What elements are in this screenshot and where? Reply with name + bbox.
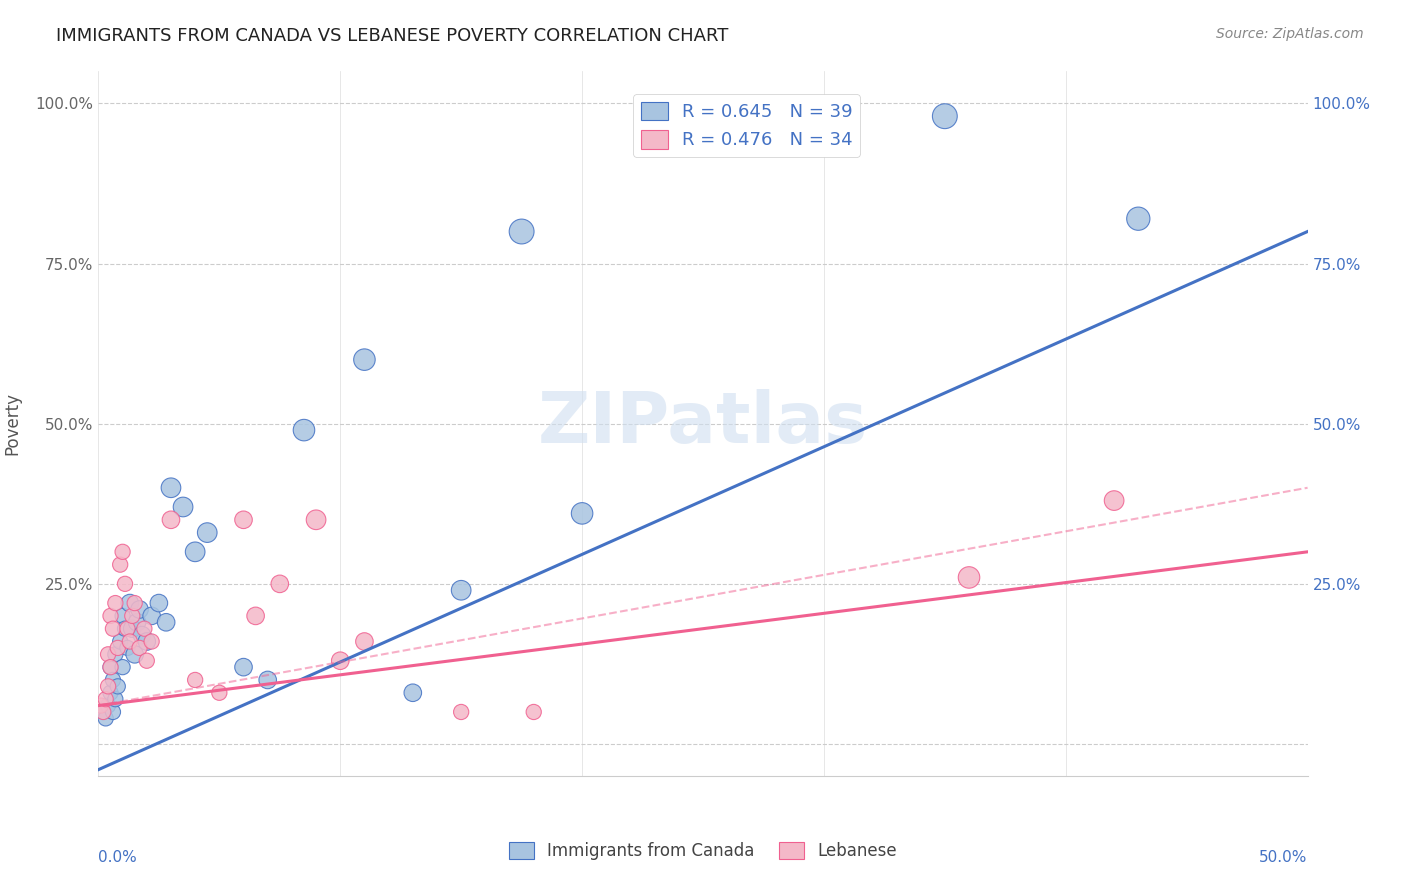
Point — [155, 615, 177, 630]
Point — [450, 583, 472, 598]
Point — [114, 622, 136, 636]
Point — [118, 634, 141, 648]
Point — [104, 596, 127, 610]
Point — [208, 686, 231, 700]
Point — [91, 705, 114, 719]
Point — [97, 679, 120, 693]
Point — [108, 558, 131, 572]
Point — [121, 608, 143, 623]
Point — [245, 608, 267, 623]
Point — [111, 608, 134, 623]
Point — [124, 596, 146, 610]
Point — [121, 622, 143, 636]
Point — [141, 608, 163, 623]
Text: 0.0%: 0.0% — [98, 849, 138, 864]
Point — [131, 628, 153, 642]
Point — [1102, 493, 1125, 508]
Point — [101, 673, 124, 687]
Point — [108, 634, 131, 648]
Point — [232, 513, 254, 527]
Point — [94, 711, 117, 725]
Point — [141, 634, 163, 648]
Point — [100, 660, 122, 674]
Point — [957, 570, 980, 584]
Point — [114, 577, 136, 591]
Text: ZIPatlas: ZIPatlas — [538, 389, 868, 458]
Point — [97, 648, 120, 662]
Point — [148, 596, 170, 610]
Point — [101, 705, 124, 719]
Legend: R = 0.645   N = 39, R = 0.476   N = 34: R = 0.645 N = 39, R = 0.476 N = 34 — [634, 95, 860, 157]
Point — [232, 660, 254, 674]
Point — [292, 423, 315, 437]
Point — [353, 634, 375, 648]
Point — [402, 686, 425, 700]
Point — [111, 660, 134, 674]
Point — [91, 705, 114, 719]
Point — [104, 692, 127, 706]
Point — [117, 640, 139, 655]
Text: Source: ZipAtlas.com: Source: ZipAtlas.com — [1216, 27, 1364, 41]
Point — [128, 640, 150, 655]
Y-axis label: Poverty: Poverty — [4, 392, 21, 455]
Point — [111, 545, 134, 559]
Point — [184, 673, 207, 687]
Point — [101, 622, 124, 636]
Point — [934, 109, 956, 123]
Point — [195, 525, 218, 540]
Point — [353, 352, 375, 367]
Point — [107, 640, 129, 655]
Point — [94, 692, 117, 706]
Point — [104, 648, 127, 662]
Point — [134, 622, 156, 636]
Point — [510, 225, 533, 239]
Point — [305, 513, 328, 527]
Point — [117, 622, 139, 636]
Point — [256, 673, 278, 687]
Point — [97, 698, 120, 713]
Point — [269, 577, 291, 591]
Point — [160, 481, 183, 495]
Point — [100, 686, 122, 700]
Point — [571, 507, 593, 521]
Point — [90, 698, 112, 713]
Point — [128, 602, 150, 616]
Point — [127, 615, 149, 630]
Point — [450, 705, 472, 719]
Point — [172, 500, 194, 514]
Point — [107, 679, 129, 693]
Point — [160, 513, 183, 527]
Point — [100, 608, 122, 623]
Point — [184, 545, 207, 559]
Point — [124, 648, 146, 662]
Text: 50.0%: 50.0% — [1260, 849, 1308, 864]
Point — [135, 654, 157, 668]
Text: IMMIGRANTS FROM CANADA VS LEBANESE POVERTY CORRELATION CHART: IMMIGRANTS FROM CANADA VS LEBANESE POVER… — [56, 27, 728, 45]
Point — [329, 654, 352, 668]
Point — [118, 596, 141, 610]
Point — [135, 634, 157, 648]
Point — [100, 660, 122, 674]
Point — [523, 705, 546, 719]
Point — [1128, 211, 1150, 226]
